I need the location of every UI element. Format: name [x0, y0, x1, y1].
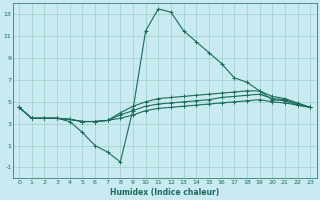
X-axis label: Humidex (Indice chaleur): Humidex (Indice chaleur) — [110, 188, 219, 197]
